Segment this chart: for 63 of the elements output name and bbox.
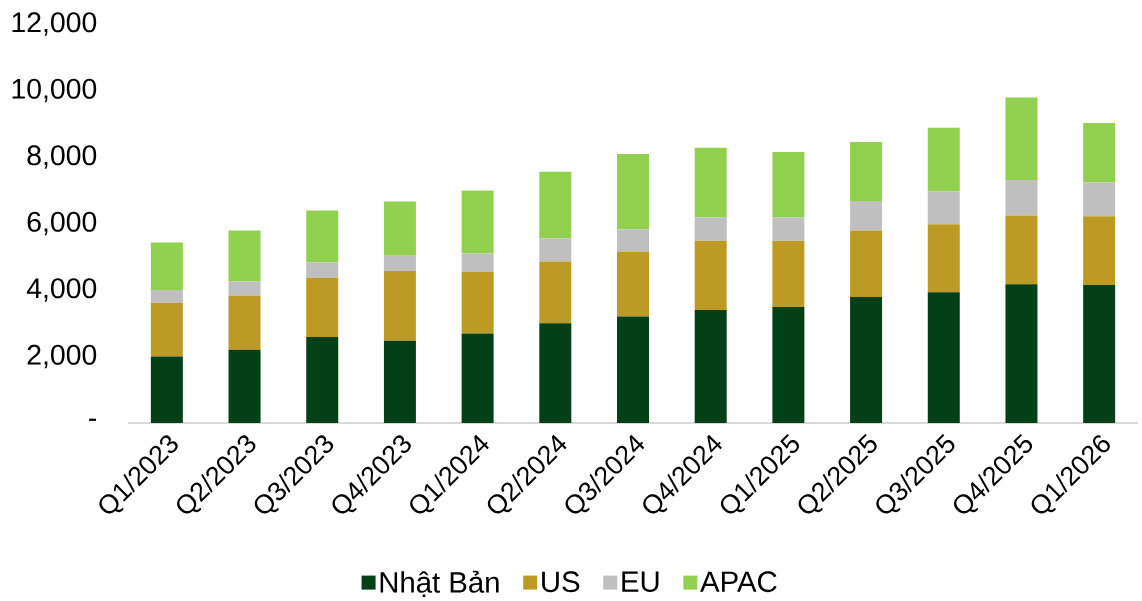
bar bbox=[927, 292, 960, 423]
bar bbox=[228, 295, 261, 350]
bar bbox=[150, 290, 183, 303]
bar bbox=[617, 316, 650, 423]
bar bbox=[1083, 216, 1116, 286]
bar bbox=[772, 217, 805, 241]
bar bbox=[772, 152, 805, 218]
bar bbox=[617, 229, 650, 253]
bar bbox=[772, 240, 805, 307]
bar bbox=[539, 238, 572, 262]
bar bbox=[461, 190, 494, 254]
bar bbox=[1005, 179, 1038, 216]
bar bbox=[228, 230, 261, 282]
bar bbox=[306, 262, 339, 278]
bar bbox=[1005, 97, 1038, 180]
bar bbox=[461, 253, 494, 273]
bar bbox=[228, 281, 261, 296]
bar bbox=[461, 272, 494, 334]
bar bbox=[150, 356, 183, 423]
y-tick-label: 4,000 bbox=[26, 278, 97, 302]
y-tick-label: 8,000 bbox=[27, 145, 97, 169]
bar bbox=[772, 306, 805, 423]
legend-label: APAC bbox=[700, 571, 777, 593]
bar bbox=[539, 323, 572, 423]
bar bbox=[461, 333, 494, 423]
bar bbox=[850, 296, 883, 423]
bar bbox=[383, 255, 416, 272]
y-tick-label: 10,000 bbox=[12, 78, 97, 103]
bar bbox=[617, 154, 650, 230]
bar bbox=[694, 217, 727, 241]
bar bbox=[383, 271, 416, 341]
y-tick-label: 6,000 bbox=[27, 211, 97, 236]
bar bbox=[1005, 215, 1038, 285]
legend-label: EU bbox=[622, 571, 659, 592]
bar bbox=[1083, 123, 1116, 183]
bar bbox=[694, 147, 727, 218]
bar bbox=[617, 252, 650, 317]
bar bbox=[150, 302, 183, 357]
bar bbox=[539, 261, 572, 324]
bar bbox=[228, 349, 261, 423]
bar bbox=[850, 142, 883, 201]
bar bbox=[1083, 285, 1116, 423]
bar bbox=[1005, 284, 1038, 423]
bar bbox=[306, 277, 339, 337]
bar bbox=[383, 340, 416, 423]
legend-label: Nhật Bản bbox=[380, 570, 499, 597]
bar bbox=[306, 336, 339, 423]
bar bbox=[927, 224, 960, 293]
bar bbox=[539, 171, 572, 239]
legend-label: US bbox=[542, 571, 580, 593]
bar bbox=[150, 242, 183, 290]
bar bbox=[694, 240, 727, 310]
bar bbox=[850, 200, 883, 231]
y-tick-label: 2,000 bbox=[27, 344, 97, 369]
y-tick-label: 12,000 bbox=[12, 12, 97, 36]
bar bbox=[1083, 182, 1116, 217]
bar bbox=[927, 127, 960, 192]
bar bbox=[306, 210, 339, 263]
bar bbox=[927, 191, 960, 225]
bar bbox=[850, 230, 883, 297]
bar bbox=[383, 201, 416, 256]
bar bbox=[694, 309, 727, 423]
y-tick-label: - bbox=[89, 418, 97, 421]
